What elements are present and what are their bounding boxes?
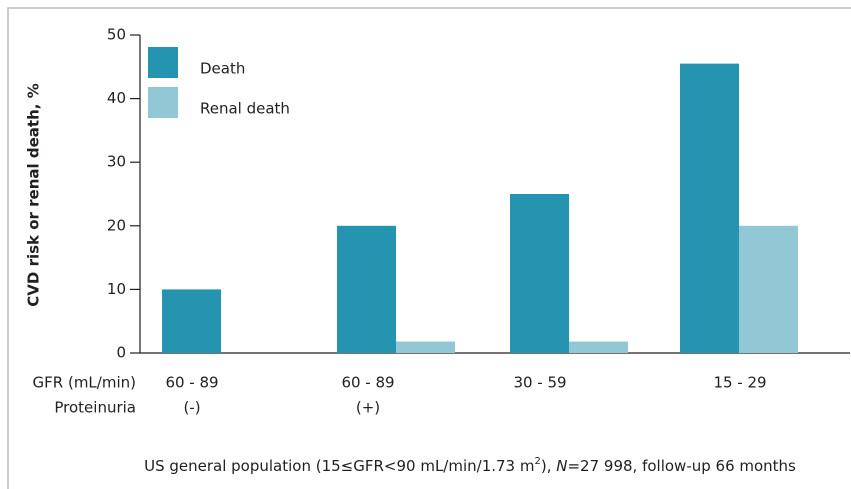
footnote-superscript: 2: [534, 456, 540, 467]
bar: [162, 289, 221, 353]
y-tick-label: 30: [107, 153, 126, 171]
footnote-text: =27 998, follow-up 66 months: [567, 457, 796, 475]
y-axis-title: CVD risk or renal death, %: [25, 83, 43, 306]
x-tick-label: 60 - 89: [165, 374, 218, 392]
footnote-italic: N: [556, 457, 567, 475]
legend-swatch: [148, 47, 178, 78]
legend-label: Death: [200, 60, 245, 78]
y-tick-label: 50: [107, 26, 126, 44]
bar: [510, 194, 569, 353]
category-label: GFR (mL/min): [33, 374, 136, 392]
frame: [7, 7, 851, 489]
y-tick-label: 40: [107, 89, 126, 107]
bar: [337, 225, 396, 353]
x-tick-label: 15 - 29: [713, 374, 766, 392]
legend-label: Renal death: [200, 100, 290, 118]
y-tick-label: 20: [107, 216, 126, 234]
y-tick-label: 0: [116, 344, 126, 362]
footnote-text: ),: [541, 457, 556, 475]
y-tick-label: 10: [107, 280, 126, 298]
bar: [680, 63, 739, 354]
bar: [569, 341, 628, 353]
subcategory-label: Proteinuria: [54, 399, 136, 417]
footnote: US general population (15≤GFR<90 mL/min/…: [144, 456, 796, 475]
bar: [396, 341, 455, 353]
x-tick-label: 30 - 59: [513, 374, 566, 392]
legend-swatch: [148, 87, 178, 118]
x-subtick-label: (+): [356, 399, 380, 417]
footnote-text: US general population (15≤GFR<90 mL/min/…: [144, 457, 534, 475]
bar: [739, 225, 798, 353]
x-subtick-label: (-): [183, 399, 200, 417]
x-tick-label: 60 - 89: [341, 374, 394, 392]
